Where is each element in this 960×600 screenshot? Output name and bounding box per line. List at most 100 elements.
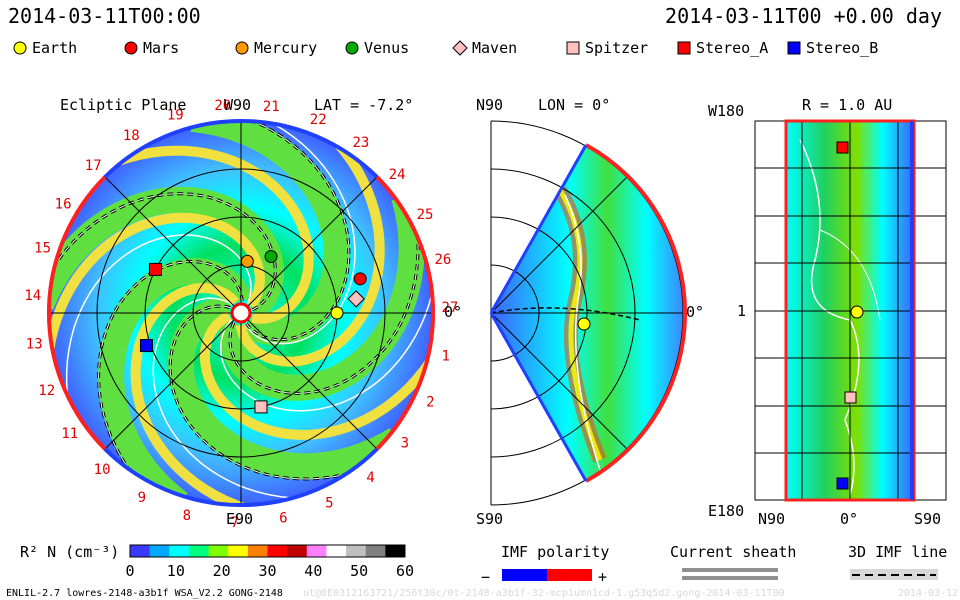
square-icon — [787, 41, 801, 55]
circle-icon — [124, 41, 138, 55]
square-icon — [566, 41, 580, 55]
legend-item-mars: Mars — [123, 39, 179, 57]
ecliptic-earth-marker — [330, 306, 344, 320]
colorbar-tick: 40 — [304, 562, 322, 580]
legend-label: Mars — [143, 39, 180, 57]
square-icon — [677, 41, 691, 55]
sector-number: 8 — [183, 508, 191, 524]
sector-number: 24 — [389, 167, 406, 183]
radial-spitzer-marker — [844, 391, 857, 404]
sector-number: 4 — [366, 470, 374, 486]
ecliptic-mars-marker — [353, 272, 367, 286]
sector-number: 23 — [352, 135, 369, 151]
sector-number: 3 — [401, 436, 409, 452]
radial-bottom-left-label: E180 — [708, 502, 744, 520]
legend-item-stereo-a: Stereo_A — [676, 39, 768, 57]
ecliptic-lat-label: LAT = -7.2° — [314, 96, 413, 114]
radial-grid — [754, 120, 947, 501]
colorbar-segment — [306, 545, 327, 557]
sector-number: 6 — [279, 511, 287, 527]
meridional-top-label: N90 — [476, 96, 503, 114]
ecliptic-bottom-label: E90 — [226, 510, 253, 528]
colorbar-segment — [365, 545, 386, 557]
ecliptic-maven-marker — [347, 290, 365, 308]
legend-item-maven: Maven — [452, 39, 517, 57]
colorbar-tick: 30 — [258, 562, 276, 580]
current-sheath-swatch — [682, 568, 778, 572]
legend-label: Mercury — [254, 39, 318, 57]
radial-x-right: S90 — [914, 510, 941, 528]
faint-date: 2014-03-12 — [898, 588, 958, 599]
colorbar: R² N (cm⁻³) 0 10 20 30 40 50 60 — [20, 543, 414, 580]
legend-item-venus: Venus — [344, 39, 409, 57]
ecliptic-stereo-b-marker — [139, 339, 153, 353]
legend-label: Stereo_B — [806, 39, 879, 57]
colorbar-tick: 0 — [125, 562, 134, 580]
colorbar-segment — [228, 545, 249, 557]
ecliptic-spitzer-marker — [254, 400, 268, 414]
legend-item-stereo-b: Stereo_B — [786, 39, 878, 57]
sector-number: 11 — [61, 426, 78, 442]
legend-label: Spitzer — [585, 39, 649, 57]
ecliptic-venus-marker — [264, 249, 278, 263]
colorbar-tick: 10 — [167, 562, 185, 580]
colorbar-segment — [208, 545, 229, 557]
meridional-lon-label: LON = 0° — [538, 96, 610, 114]
radial-mid-label: 1 — [737, 302, 746, 320]
sector-number: 7 — [231, 515, 239, 531]
radial-stereo-b-marker — [836, 477, 849, 490]
ecliptic-mercury-marker — [240, 254, 254, 268]
colorbar-tick: 50 — [350, 562, 368, 580]
sector-number: 25 — [417, 207, 434, 223]
radial-title: R = 1.0 AU — [802, 96, 892, 114]
sector-number: 14 — [24, 288, 41, 304]
current-sheath-label: Current sheath — [670, 543, 796, 561]
legend-item-spitzer: Spitzer — [565, 39, 648, 57]
legend-label: Maven — [472, 39, 518, 57]
sun-marker — [230, 302, 252, 324]
sector-number: 17 — [85, 158, 102, 174]
sector-number: 16 — [55, 196, 72, 212]
sector-number: 5 — [325, 495, 333, 511]
sector-number: 13 — [26, 336, 43, 352]
legend-item-earth: Earth — [12, 39, 77, 57]
model-info: ENLIL-2.7 lowres-2148-a3b1f WSA_V2.2 GON… — [6, 588, 283, 599]
colorbar-segment — [287, 545, 308, 557]
radial-x-left: N90 — [758, 510, 785, 528]
sector-number: 10 — [94, 462, 111, 478]
ecliptic-right-label: 0° — [444, 303, 462, 321]
ecliptic-panel: 20 21222324252627123456789101112131415161… — [24, 98, 458, 531]
sector-number: 15 — [34, 240, 51, 256]
radial-x-mid: 0° — [840, 510, 858, 528]
colorbar-segment — [188, 545, 210, 557]
faint-info: ut@0E0312163721/256t30c/0t-2148-a3b1f-32… — [303, 588, 785, 599]
colorbar-segment — [326, 545, 347, 557]
colorbar-tick: 20 — [213, 562, 231, 580]
sector-number: 22 — [310, 112, 327, 128]
diamond-icon — [452, 40, 468, 56]
legend-label: Venus — [364, 39, 410, 57]
radial-stereo-a-marker — [836, 141, 849, 154]
sector-number: 9 — [138, 490, 146, 506]
sector-number: 18 — [123, 128, 140, 144]
timestamp-right: 2014-03-11T00 +0.00 day — [665, 4, 942, 28]
radial-panel — [754, 119, 947, 502]
sector-number: 12 — [38, 383, 55, 399]
colorbar-tick: 60 — [396, 562, 414, 580]
radial-top-left-label: W180 — [708, 102, 744, 120]
sector-number: 20 — [214, 98, 231, 114]
circle-icon — [13, 41, 27, 55]
ecliptic-top-label: W90 — [224, 96, 251, 114]
meridional-earth-marker — [577, 317, 591, 331]
sector-number: 19 — [167, 108, 184, 124]
legend-item-mercury: Mercury — [234, 39, 317, 57]
ecliptic-stereo-a-marker — [148, 262, 162, 276]
sector-number: 26 — [434, 252, 451, 268]
imf-minus: − — [481, 568, 490, 586]
circle-icon — [345, 41, 359, 55]
imf-line-label: 3D IMF line — [848, 543, 947, 561]
sector-number: 27 — [441, 300, 458, 316]
legend-label: Earth — [32, 39, 78, 57]
colorbar-segment — [130, 545, 151, 557]
